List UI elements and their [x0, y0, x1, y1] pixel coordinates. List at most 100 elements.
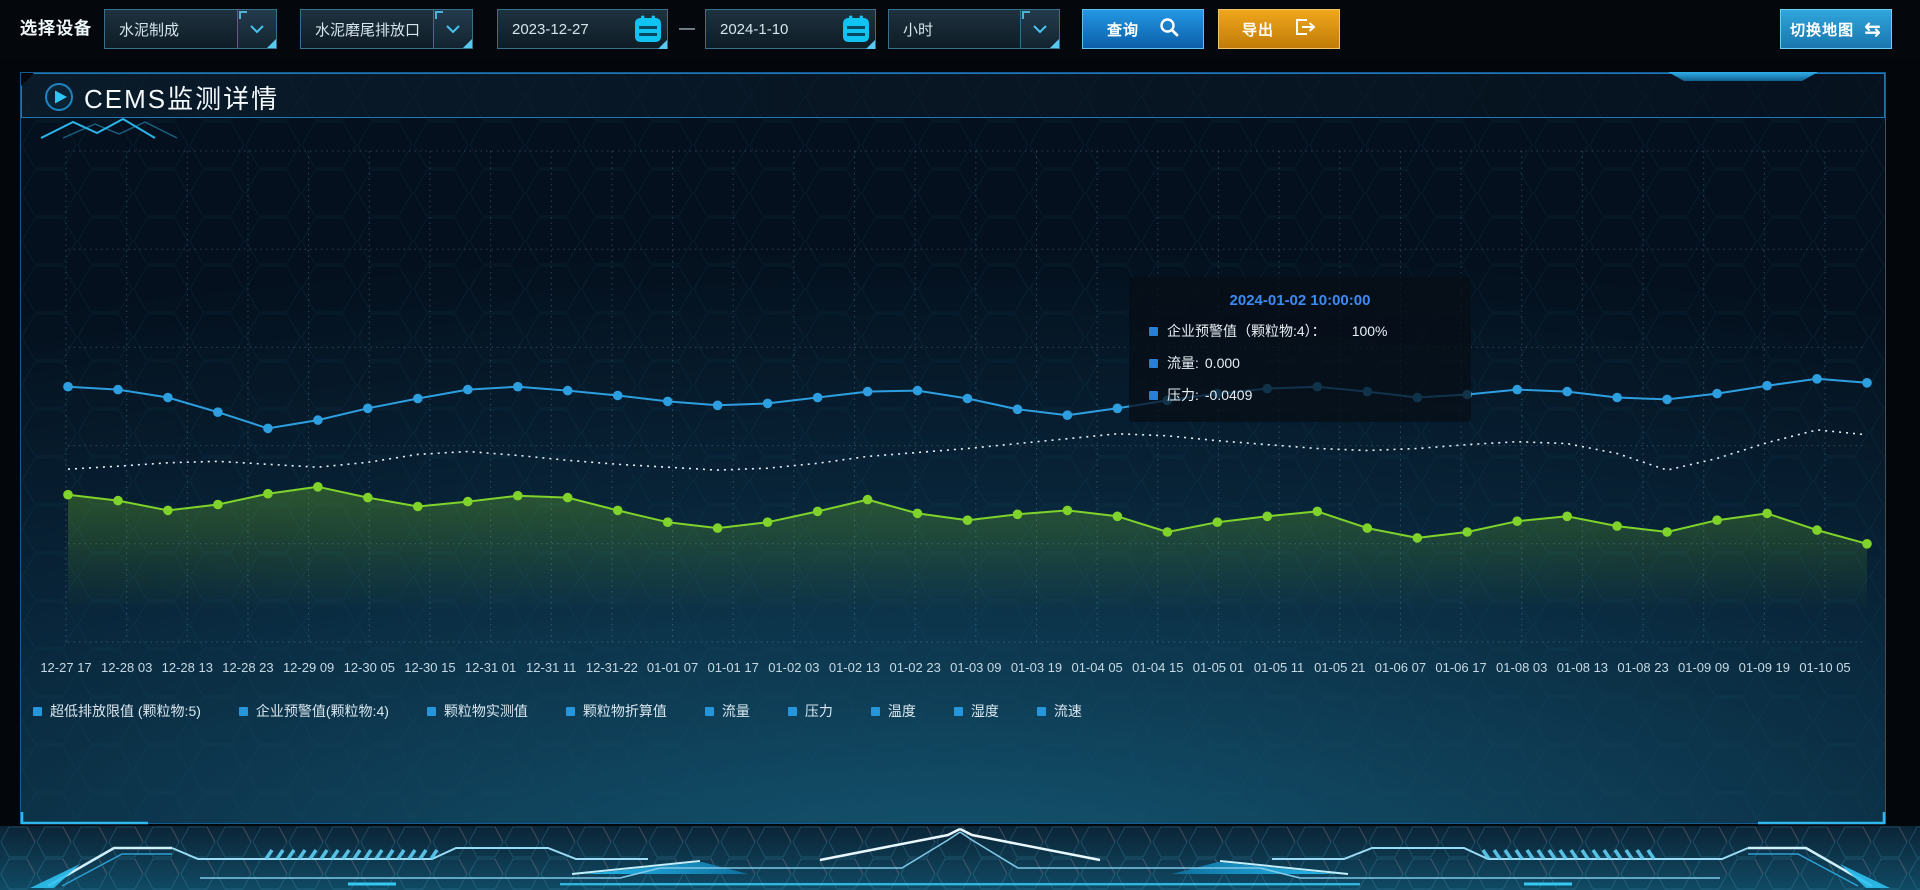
svg-text:12-30 15: 12-30 15: [404, 660, 455, 675]
chart-tooltip: 2024-01-02 10:00:00 企业预警值（颗粒物:4）： 100% 流…: [1129, 277, 1471, 422]
series-marker-icon: [1149, 358, 1158, 368]
legend-marker-icon: [426, 706, 436, 716]
chevron-down-icon[interactable]: [1020, 10, 1059, 48]
legend-item-label: 颗粒物实测值: [443, 703, 528, 719]
svg-text:01-06 17: 01-06 17: [1435, 660, 1486, 675]
legend-item[interactable]: 颗粒物实测值: [426, 701, 528, 721]
legend-item[interactable]: 流量: [704, 701, 750, 721]
switch-arrows-icon: ⇆: [1864, 17, 1882, 41]
tooltip-row-value: 100%: [1351, 323, 1388, 339]
svg-text:01-10 05: 01-10 05: [1799, 660, 1850, 675]
calendar-icon[interactable]: [631, 12, 667, 49]
svg-text:01-01 17: 01-01 17: [708, 660, 759, 675]
legend-item-label: 流量: [721, 703, 750, 719]
legend-item[interactable]: 企业预警值(颗粒物:4): [238, 701, 389, 721]
legend-item-label: 温度: [887, 703, 916, 719]
panel-corner-accent-left: [20, 812, 148, 825]
svg-text:12-28 23: 12-28 23: [222, 660, 273, 675]
svg-text:12-31-22: 12-31-22: [586, 660, 638, 675]
svg-text:01-09 19: 01-09 19: [1739, 660, 1790, 675]
svg-text:12-31 01: 12-31 01: [465, 660, 516, 675]
date-start-input[interactable]: 2023-12-27: [497, 9, 668, 49]
svg-text:12-31 11: 12-31 11: [526, 660, 576, 675]
chevron-down-icon[interactable]: [237, 10, 276, 48]
device-outlet-value: 水泥磨尾排放口: [315, 21, 421, 39]
export-button-label: 导出: [1241, 21, 1274, 39]
query-button[interactable]: 查询: [1082, 9, 1204, 49]
legend-item-label: 企业预警值(颗粒物:4): [255, 703, 389, 719]
panel-title: CEMS监测详情: [84, 84, 280, 114]
legend-item-label: 湿度: [970, 703, 999, 719]
legend-item[interactable]: 流速: [1036, 701, 1082, 721]
export-button[interactable]: 导出: [1218, 9, 1340, 49]
chevron-down-icon[interactable]: [433, 10, 472, 48]
svg-text:12-29 09: 12-29 09: [283, 660, 334, 675]
play-icon: [44, 82, 74, 117]
footer-tech-decoration: [0, 826, 1920, 890]
legend-marker-icon: [953, 706, 963, 716]
date-end-input[interactable]: 2024-1-10: [705, 9, 876, 49]
switch-map-button[interactable]: 切换地图 ⇆: [1780, 9, 1892, 49]
header-accent-bar: [1668, 72, 1818, 81]
svg-text:01-02 13: 01-02 13: [829, 660, 880, 675]
device-outlet-select[interactable]: 水泥磨尾排放口: [300, 9, 473, 49]
date-end-value: 2024-1-10: [720, 20, 789, 38]
tooltip-timestamp: 2024-01-02 10:00:00: [1229, 292, 1371, 309]
legend-item-label: 超低排放限值 (颗粒物:5): [50, 703, 201, 719]
toolbar: 选择设备 水泥制成 水泥磨尾排放口 2023-12-27 — 2024-1-10: [0, 0, 1920, 60]
device-category-select[interactable]: 水泥制成: [104, 9, 277, 49]
svg-text:12-27 17: 12-27 17: [40, 660, 91, 675]
svg-text:12-28 13: 12-28 13: [162, 660, 213, 675]
svg-text:01-03 19: 01-03 19: [1011, 660, 1062, 675]
switch-map-label: 切换地图: [1790, 21, 1855, 39]
svg-text:01-05 01: 01-05 01: [1193, 660, 1244, 675]
legend-item-label: 压力: [804, 703, 833, 719]
tooltip-row-label: 压力:: [1167, 387, 1199, 403]
svg-text:01-09 09: 01-09 09: [1678, 660, 1729, 675]
legend-marker-icon: [787, 706, 797, 716]
search-icon: [1159, 17, 1179, 41]
panel-corner-accent-right: [1758, 812, 1886, 825]
legend-marker-icon: [33, 706, 42, 716]
tooltip-row-label: 企业预警值（颗粒物:4）：: [1167, 323, 1326, 339]
svg-text:01-05 21: 01-05 21: [1314, 660, 1365, 675]
svg-text:12-30 05: 12-30 05: [344, 660, 395, 675]
tooltip-row: 压力: -0.0409: [1149, 385, 1451, 405]
legend-marker-icon: [870, 706, 880, 716]
svg-text:01-08 13: 01-08 13: [1557, 660, 1608, 675]
svg-text:01-04 05: 01-04 05: [1071, 660, 1122, 675]
legend-item[interactable]: 温度: [870, 701, 916, 721]
device-select-label: 选择设备: [20, 19, 92, 38]
export-icon: [1294, 17, 1316, 41]
date-start-value: 2023-12-27: [512, 20, 589, 38]
legend-item[interactable]: 颗粒物折算值: [565, 701, 667, 721]
panel-header: CEMS监测详情: [21, 73, 1885, 118]
svg-text:01-04 15: 01-04 15: [1132, 660, 1183, 675]
legend-item[interactable]: 湿度: [953, 701, 999, 721]
tooltip-row-label: 流量:: [1167, 355, 1199, 371]
tooltip-row-value: 0.000: [1204, 355, 1240, 371]
series-marker-icon: [1149, 326, 1158, 336]
legend-marker-icon: [565, 706, 575, 716]
header-zigzag-decoration: [40, 117, 178, 139]
tooltip-row-value: -0.0409: [1204, 387, 1253, 403]
svg-text:01-08 03: 01-08 03: [1496, 660, 1547, 675]
svg-text:12-28 03: 12-28 03: [101, 660, 152, 675]
device-category-value: 水泥制成: [119, 21, 180, 39]
legend-marker-icon: [1036, 706, 1046, 716]
cems-panel: CEMS监测详情 12-27 17 12-28 03 12-28 13 12-28 2…: [20, 72, 1887, 825]
calendar-icon[interactable]: [839, 12, 875, 49]
svg-text:01-02 23: 01-02 23: [890, 660, 941, 675]
tooltip-row: 企业预警值（颗粒物:4）： 100%: [1149, 321, 1451, 341]
interval-select[interactable]: 小时: [888, 9, 1060, 49]
svg-text:01-02 03: 01-02 03: [768, 660, 819, 675]
cems-line-chart[interactable]: 12-27 17 12-28 03 12-28 13 12-28 23 12-29 09…: [21, 149, 1887, 694]
legend-item[interactable]: 超低排放限值 (颗粒物:5): [33, 701, 201, 721]
svg-text:01-08 23: 01-08 23: [1617, 660, 1668, 675]
legend-item[interactable]: 压力: [787, 701, 833, 721]
chart-legend: 超低排放限值 (颗粒物:5) 企业预警值(颗粒物:4) 颗粒物实测值 颗粒物折算值 流量…: [33, 701, 1082, 721]
series-marker-icon: [1149, 390, 1158, 400]
svg-text:01-05 11: 01-05 11: [1254, 660, 1304, 675]
interval-value: 小时: [903, 21, 934, 39]
